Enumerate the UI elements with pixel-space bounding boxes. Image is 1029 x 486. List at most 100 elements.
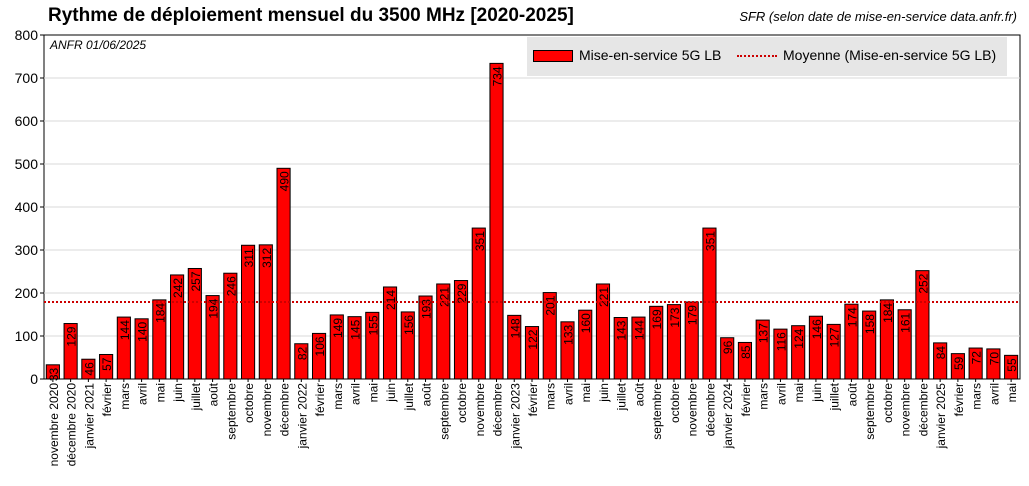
bar-value-label: 246 — [224, 276, 238, 296]
bar-value-label: 84 — [934, 346, 948, 360]
bar-value-label: 734 — [491, 66, 505, 86]
bar-value-label: 221 — [437, 287, 451, 307]
source-note: SFR (selon date de mise-en-service data.… — [739, 9, 1017, 24]
x-tick-label: septembre — [437, 383, 451, 440]
y-tick-label: 200 — [15, 285, 39, 301]
bar-value-label: 184 — [153, 303, 167, 323]
x-tick-label: août — [632, 382, 646, 406]
x-tick-label: mars — [118, 383, 132, 410]
x-tick-label: août — [845, 382, 859, 406]
bar-value-label: 144 — [632, 320, 646, 340]
legend-mean-swatch — [737, 55, 777, 57]
bar-value-label: 145 — [349, 319, 363, 339]
x-tick-label: mai — [792, 383, 806, 402]
x-tick-label: mai — [153, 383, 167, 402]
bar-value-label: 46 — [82, 362, 96, 376]
bar-value-label: 124 — [792, 328, 806, 348]
x-tick-label: janvier 2021 — [82, 383, 96, 450]
bar-value-label: 146 — [810, 319, 824, 339]
bar-value-label: 140 — [136, 321, 150, 341]
bar-value-label: 201 — [544, 295, 558, 315]
y-tick-label: 300 — [15, 242, 39, 258]
y-tick-label: 500 — [15, 156, 39, 172]
bar-value-label: 179 — [686, 305, 700, 325]
x-tick-label: mars — [757, 383, 771, 410]
x-tick-label: novembre — [473, 383, 487, 437]
bar-value-label: 96 — [721, 340, 735, 354]
bar-value-label: 82 — [295, 346, 309, 360]
bar-value-label: 57 — [100, 357, 114, 371]
x-tick-label: juin — [597, 383, 611, 403]
x-tick-label: mai — [579, 383, 593, 402]
bar-value-label: 156 — [402, 315, 416, 335]
x-tick-label: novembre 2020 — [47, 383, 61, 467]
x-tick-label: avril — [561, 383, 575, 405]
x-tick-label: janvier 2024 — [721, 383, 735, 450]
y-tick-label: 700 — [15, 70, 39, 86]
x-tick-label: mai — [366, 383, 380, 402]
x-tick-label: février — [100, 383, 114, 416]
bar-value-label: 169 — [650, 309, 664, 329]
bar-value-label: 144 — [118, 320, 132, 340]
x-tick-label: janvier 2022 — [295, 383, 309, 450]
legend-bar-label: Mise-en-service 5G LB — [579, 47, 722, 63]
bar-value-label: 122 — [526, 329, 540, 349]
bar-value-label: 70 — [987, 352, 1001, 366]
x-tick-label: mars — [544, 383, 558, 410]
x-tick-label: décembre 2020 — [65, 383, 79, 467]
x-tick-label: décembre — [703, 383, 717, 437]
bar-value-label: 257 — [189, 271, 203, 291]
x-tick-label: mars — [970, 383, 984, 410]
bar-value-label: 137 — [757, 323, 771, 343]
chart-title: Rythme de déploiement mensuel du 3500 MH… — [48, 5, 574, 26]
bar-value-label: 312 — [260, 248, 274, 268]
legend: Mise-en-service 5G LB Moyenne (Mise-en-s… — [527, 37, 1007, 76]
bar-value-label: 490 — [278, 171, 292, 191]
x-tick-label: juin — [171, 383, 185, 403]
x-tick-label: novembre — [260, 383, 274, 437]
bar-value-label: 184 — [881, 303, 895, 323]
x-tick-label: novembre — [899, 383, 913, 437]
x-tick-label: avril — [349, 383, 363, 405]
x-tick-label: mai — [1005, 383, 1019, 402]
bar-value-label: 252 — [916, 273, 930, 293]
x-tick-label: février — [313, 383, 327, 416]
bar-value-label: 174 — [845, 307, 859, 327]
bar-value-label: 242 — [171, 278, 185, 298]
date-note: ANFR 01/06/2025 — [50, 38, 147, 52]
x-tick-label: octobre — [881, 383, 895, 423]
x-tick-label: février — [526, 383, 540, 416]
bar-value-label: 311 — [242, 248, 256, 267]
x-tick-label: mars — [331, 383, 345, 410]
x-tick-label: avril — [136, 383, 150, 405]
bar-value-label: 116 — [774, 332, 788, 351]
bar — [276, 167, 291, 380]
bar-value-label: 149 — [331, 318, 345, 338]
x-tick-label: juin — [810, 383, 824, 403]
y-tick-label: 600 — [15, 113, 39, 129]
bar-value-label: 127 — [828, 327, 842, 347]
x-tick-label: février — [952, 383, 966, 416]
bar-value-label: 173 — [668, 307, 682, 327]
bar-value-label: 72 — [970, 351, 984, 365]
x-tick-label: septembre — [650, 383, 664, 440]
x-tick-label: juillet — [402, 382, 416, 411]
bar-value-label: 351 — [703, 231, 717, 251]
bar-value-label: 158 — [863, 314, 877, 334]
bar-value-label: 133 — [561, 324, 575, 344]
x-tick-label: février — [739, 383, 753, 416]
bar-value-label: 161 — [899, 312, 913, 332]
y-tick-label: 800 — [15, 27, 39, 43]
x-tick-label: décembre — [278, 383, 292, 437]
bar-value-label: 214 — [384, 290, 398, 310]
x-tick-label: juillet — [189, 382, 203, 411]
bar-value-label: 221 — [597, 287, 611, 307]
x-tick-label: octobre — [242, 383, 256, 423]
x-tick-label: août — [420, 382, 434, 406]
bar-value-label: 229 — [455, 283, 469, 303]
y-tick-label: 400 — [15, 199, 39, 215]
x-tick-label: avril — [987, 383, 1001, 405]
bar-value-label: 59 — [952, 356, 966, 370]
x-tick-label: janvier 2025 — [934, 383, 948, 450]
